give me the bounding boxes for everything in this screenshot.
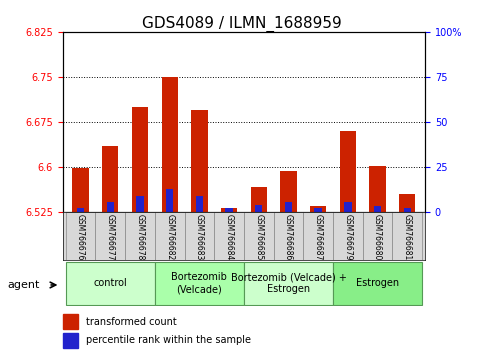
Bar (340, 131, 356, 212)
FancyBboxPatch shape (214, 212, 244, 260)
Text: GSM766679: GSM766679 (343, 214, 352, 260)
FancyBboxPatch shape (66, 212, 96, 260)
FancyBboxPatch shape (66, 262, 155, 305)
Bar (280, 171, 297, 212)
Bar (196, 196, 203, 212)
FancyBboxPatch shape (155, 212, 185, 260)
Text: GSM766677: GSM766677 (106, 214, 115, 260)
FancyBboxPatch shape (155, 262, 244, 305)
Bar (226, 208, 233, 212)
FancyBboxPatch shape (333, 212, 363, 260)
Bar (136, 196, 143, 212)
Text: GSM766681: GSM766681 (403, 214, 412, 260)
Bar (63, 314, 78, 329)
Bar (374, 206, 381, 212)
Text: GSM766683: GSM766683 (195, 214, 204, 260)
Text: Estrogen: Estrogen (356, 278, 399, 288)
FancyBboxPatch shape (303, 212, 333, 260)
Bar (221, 207, 237, 212)
Bar (63, 333, 78, 348)
Bar (191, 110, 208, 212)
Bar (285, 201, 292, 212)
Text: GDS4089 / ILMN_1688959: GDS4089 / ILMN_1688959 (142, 16, 341, 32)
Bar (166, 189, 173, 212)
Text: control: control (93, 278, 127, 288)
Bar (251, 187, 267, 212)
Bar (369, 166, 386, 212)
FancyBboxPatch shape (392, 212, 422, 260)
Bar (255, 205, 262, 212)
Text: Bortezomib
(Velcade): Bortezomib (Velcade) (171, 272, 227, 294)
FancyBboxPatch shape (273, 212, 303, 260)
Bar (314, 208, 322, 212)
FancyBboxPatch shape (333, 262, 422, 305)
Bar (404, 208, 411, 212)
FancyBboxPatch shape (244, 262, 333, 305)
Text: percentile rank within the sample: percentile rank within the sample (86, 335, 251, 346)
Text: GSM766676: GSM766676 (76, 214, 85, 260)
Bar (72, 169, 89, 212)
Bar (77, 208, 84, 212)
Text: agent: agent (7, 280, 40, 290)
Text: GSM766682: GSM766682 (165, 214, 174, 260)
Text: GSM766684: GSM766684 (225, 214, 234, 260)
Text: Bortezomib (Velcade) +
Estrogen: Bortezomib (Velcade) + Estrogen (230, 272, 346, 294)
FancyBboxPatch shape (244, 212, 273, 260)
FancyBboxPatch shape (125, 212, 155, 260)
Text: GSM766686: GSM766686 (284, 214, 293, 260)
Text: GSM766678: GSM766678 (136, 214, 144, 260)
Bar (161, 77, 178, 212)
Text: GSM766685: GSM766685 (254, 214, 263, 260)
Text: GSM766687: GSM766687 (313, 214, 323, 260)
Bar (344, 201, 352, 212)
Text: transformed count: transformed count (86, 316, 177, 327)
FancyBboxPatch shape (185, 212, 214, 260)
FancyBboxPatch shape (363, 212, 392, 260)
Text: GSM766680: GSM766680 (373, 214, 382, 260)
Bar (310, 206, 327, 212)
Bar (102, 146, 118, 212)
Bar (399, 194, 415, 212)
Bar (107, 201, 114, 212)
Bar (132, 107, 148, 212)
FancyBboxPatch shape (96, 212, 125, 260)
